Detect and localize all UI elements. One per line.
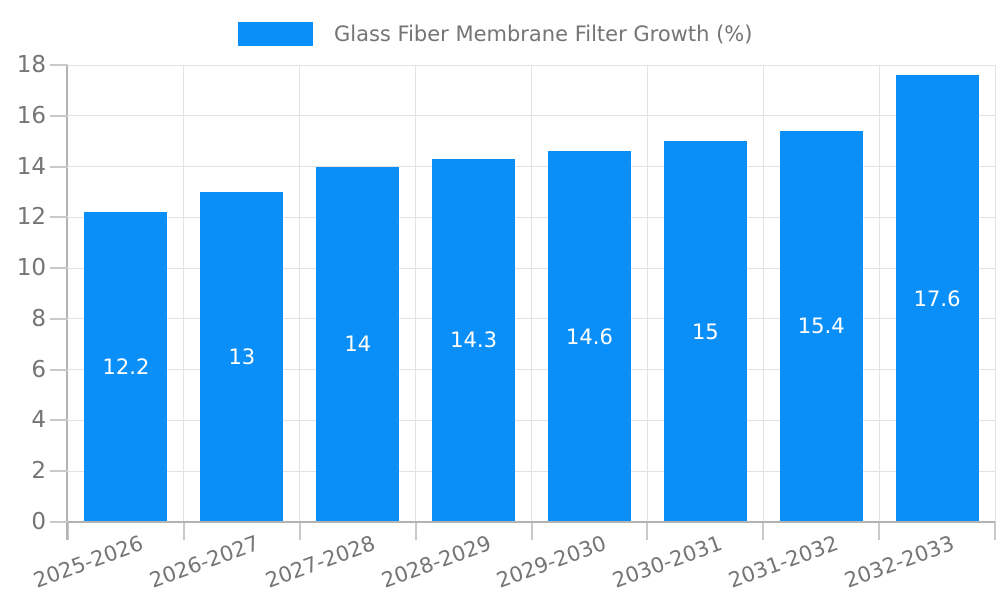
x-axis-tick bbox=[414, 522, 417, 540]
gridline-vertical bbox=[994, 65, 996, 522]
bar-2030-2031[interactable]: 15 bbox=[663, 141, 747, 522]
y-axis-tick-label: 8 bbox=[31, 305, 46, 332]
bar-value-label: 13 bbox=[228, 344, 256, 369]
y-axis-tick-label: 2 bbox=[31, 458, 46, 485]
bar-value-label: 15.4 bbox=[797, 314, 845, 339]
gridline-vertical bbox=[299, 65, 301, 522]
y-axis-tick-label: 16 bbox=[16, 102, 46, 129]
x-axis-line bbox=[66, 521, 995, 523]
x-axis-tick bbox=[182, 522, 185, 540]
bar-value-label: 15 bbox=[691, 319, 719, 344]
bar-value-label: 14.3 bbox=[450, 328, 497, 353]
x-axis-tick bbox=[994, 522, 996, 540]
bar-2029-2030[interactable]: 14.6 bbox=[547, 151, 631, 522]
x-axis-tick bbox=[298, 522, 301, 540]
y-axis-tick bbox=[50, 216, 68, 219]
legend-swatch-icon bbox=[238, 22, 313, 46]
x-axis-tick bbox=[530, 522, 533, 540]
bar-2028-2029[interactable]: 14.3 bbox=[432, 158, 516, 522]
y-axis-tick-label: 6 bbox=[31, 356, 46, 383]
bar-value-label: 12.2 bbox=[102, 355, 150, 380]
bar-2025-2026[interactable]: 12.2 bbox=[84, 212, 168, 522]
x-axis-tick bbox=[878, 522, 881, 540]
legend-item[interactable]: Glass Fiber Membrane Filter Growth (%) bbox=[238, 22, 752, 46]
y-axis-tick bbox=[50, 470, 68, 473]
gridline-vertical bbox=[531, 65, 532, 522]
gridline-vertical bbox=[183, 65, 185, 522]
legend-label: Glass Fiber Membrane Filter Growth (%) bbox=[334, 22, 753, 46]
gridline-vertical bbox=[878, 65, 880, 522]
x-axis-tick bbox=[646, 522, 649, 540]
y-axis-tick bbox=[50, 521, 68, 523]
y-axis-tick-label: 14 bbox=[16, 153, 46, 180]
bar-value-label: 14 bbox=[344, 332, 372, 357]
y-axis-tick bbox=[50, 419, 68, 422]
gridline-vertical bbox=[415, 65, 417, 522]
gridline-vertical bbox=[762, 65, 764, 522]
bar-value-label: 17.6 bbox=[913, 286, 961, 311]
x-axis-tick bbox=[762, 522, 765, 540]
y-axis-tick bbox=[50, 114, 68, 117]
y-axis-tick-label: 12 bbox=[16, 204, 46, 231]
bar-2027-2028[interactable]: 14 bbox=[316, 166, 400, 522]
y-axis-tick-label: 18 bbox=[16, 52, 46, 78]
y-axis-tick bbox=[50, 368, 68, 371]
x-axis-tick bbox=[67, 522, 69, 540]
y-axis-tick bbox=[50, 267, 68, 270]
y-axis-tick bbox=[50, 165, 68, 168]
y-axis-tick-label: 0 bbox=[31, 509, 46, 535]
y-axis-line bbox=[66, 65, 68, 540]
gridline-vertical bbox=[646, 65, 648, 522]
y-axis-tick bbox=[50, 64, 68, 66]
bar-2032-2033[interactable]: 17.6 bbox=[895, 75, 979, 522]
y-axis-tick-label: 4 bbox=[31, 407, 46, 434]
bar-2026-2027[interactable]: 13 bbox=[200, 191, 284, 522]
y-axis-tick-label: 10 bbox=[16, 255, 46, 282]
y-axis-tick bbox=[50, 317, 68, 320]
bar-value-label: 14.6 bbox=[566, 324, 613, 349]
bar-2031-2032[interactable]: 15.4 bbox=[779, 131, 863, 522]
